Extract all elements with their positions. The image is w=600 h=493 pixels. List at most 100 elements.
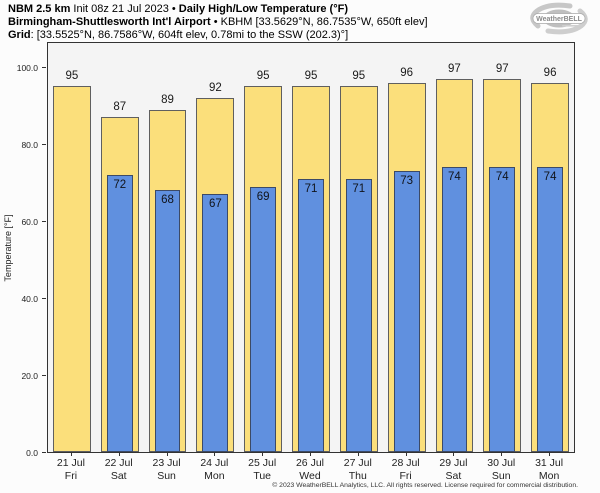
x-tick-label: 31 Jul Mon bbox=[525, 457, 573, 482]
x-tick-day: Thu bbox=[348, 469, 367, 482]
x-tick-date: 29 Jul bbox=[439, 457, 468, 469]
weatherbell-logo: WeatherBELL bbox=[530, 2, 588, 35]
low-value-label: 74 bbox=[543, 171, 557, 184]
x-tick-label: 29 Jul Sat bbox=[430, 457, 478, 482]
low-bar bbox=[537, 167, 563, 452]
x-tick-mark bbox=[166, 453, 168, 456]
low-value-label: 73 bbox=[400, 175, 414, 188]
high-value-label: 97 bbox=[448, 62, 461, 75]
high-value-label: 89 bbox=[161, 93, 174, 106]
x-tick-day: Mon bbox=[204, 469, 225, 482]
x-tick-date: 24 Jul bbox=[200, 457, 229, 469]
x-tick-label: 28 Jul Fri bbox=[382, 457, 430, 482]
x-tick-label: 22 Jul Sat bbox=[95, 457, 143, 482]
x-tick-day: Tue bbox=[253, 469, 272, 482]
x-tick-day: Sun bbox=[157, 469, 176, 482]
low-value-label: 74 bbox=[495, 171, 509, 184]
low-bar bbox=[202, 194, 229, 452]
low-value-label: 69 bbox=[256, 190, 270, 203]
low-value-label: 74 bbox=[448, 171, 461, 184]
station-details: • KBHM [33.5629°N, 86.7535°W, 650ft elev… bbox=[210, 16, 428, 28]
x-tick-date: 31 Jul bbox=[535, 457, 564, 469]
low-bar bbox=[250, 186, 277, 452]
x-tick-label: 30 Jul Sun bbox=[477, 457, 525, 482]
chart-title: Daily High/Low Temperature (°F) bbox=[178, 3, 348, 15]
x-tick-mark bbox=[405, 453, 407, 456]
high-value-label: 87 bbox=[113, 101, 127, 114]
low-bar bbox=[441, 167, 468, 452]
header-line-2: Birmingham-Shuttlesworth Int'l Airport •… bbox=[8, 16, 428, 29]
x-tick-date: 27 Jul bbox=[343, 457, 372, 469]
low-value-label: 72 bbox=[113, 178, 127, 191]
low-value-label: 71 bbox=[304, 182, 318, 195]
x-tick-label: 26 Jul Wed bbox=[286, 457, 334, 482]
high-value-label: 95 bbox=[352, 70, 366, 83]
x-tick-mark bbox=[453, 453, 455, 456]
x-tick-label: 25 Jul Tue bbox=[238, 457, 286, 482]
x-tick-label: 23 Jul Sun bbox=[143, 457, 191, 482]
x-tick-mark bbox=[310, 453, 311, 456]
y-tick-label: 60.0 bbox=[21, 217, 38, 228]
low-bar bbox=[345, 178, 372, 452]
x-tick-date: 22 Jul bbox=[104, 457, 133, 469]
high-value-label: 95 bbox=[256, 70, 270, 83]
low-value-label: 68 bbox=[161, 194, 174, 207]
x-tick-label: 27 Jul Thu bbox=[334, 457, 382, 482]
y-tick-mark bbox=[42, 298, 46, 300]
low-bar bbox=[489, 167, 516, 452]
low-bar bbox=[106, 174, 133, 452]
station-name: Birmingham-Shuttlesworth Int'l Airport bbox=[8, 16, 211, 28]
x-tick-mark bbox=[262, 453, 264, 456]
y-tick-label: 80.0 bbox=[21, 140, 38, 151]
x-tick-date: 25 Jul bbox=[248, 457, 277, 469]
y-tick-label: 20.0 bbox=[21, 371, 38, 382]
x-tick-mark bbox=[357, 453, 359, 456]
high-bar bbox=[53, 86, 91, 452]
y-tick-mark bbox=[42, 221, 46, 223]
x-tick-date: 23 Jul bbox=[152, 457, 181, 469]
x-tick-date: 30 Jul bbox=[487, 457, 516, 469]
x-tick-day: Fri bbox=[64, 469, 78, 482]
y-tick-label: 40.0 bbox=[21, 294, 38, 305]
header-line-1: NBM 2.5 km Init 08z 21 Jul 2023 • Daily … bbox=[8, 3, 428, 16]
x-tick-day: Sat bbox=[110, 469, 127, 482]
model-name: NBM 2.5 km bbox=[8, 3, 71, 15]
high-value-label: 96 bbox=[543, 66, 557, 79]
high-value-label: 92 bbox=[208, 82, 222, 95]
y-tick-label: 0.0 bbox=[26, 448, 38, 458]
high-value-label: 97 bbox=[495, 62, 509, 75]
y-tick-mark bbox=[42, 144, 46, 146]
x-tick-mark bbox=[118, 453, 120, 456]
high-value-label: 95 bbox=[65, 70, 79, 83]
x-tick-date: 28 Jul bbox=[391, 457, 420, 469]
y-tick-mark bbox=[42, 67, 46, 69]
y-axis-ticks: 0.0 20.0 40.0 60.0 80.0 100.0 bbox=[0, 42, 46, 458]
grid-details: : [33.5525°N, 86.7586°W, 604ft elev, 0.7… bbox=[30, 29, 349, 41]
grid-label: Grid bbox=[8, 29, 31, 41]
low-bar bbox=[298, 178, 324, 452]
logo-text: WeatherBELL bbox=[536, 16, 582, 23]
chart-header: NBM 2.5 km Init 08z 21 Jul 2023 • Daily … bbox=[8, 3, 428, 42]
low-bar bbox=[393, 171, 420, 452]
x-tick-day: Sun bbox=[491, 469, 511, 482]
x-tick-label: 24 Jul Mon bbox=[190, 457, 238, 482]
x-tick-mark bbox=[70, 453, 72, 456]
low-bar bbox=[154, 190, 181, 452]
x-tick-mark bbox=[501, 453, 503, 456]
x-axis-labels: 21 Jul Fri 22 Jul Sat 23 Jul Sun 24 Jul Mon 25 J… bbox=[47, 453, 575, 485]
x-tick-mark bbox=[549, 453, 551, 456]
init-time: Init 08z 21 Jul 2023 • bbox=[70, 3, 179, 15]
y-tick-label: 100.0 bbox=[16, 63, 38, 74]
low-value-label: 71 bbox=[352, 182, 366, 195]
x-tick-mark bbox=[214, 453, 216, 456]
header-line-3: Grid: [33.5525°N, 86.7586°W, 604ft elev,… bbox=[8, 29, 428, 42]
x-tick-date: 21 Jul bbox=[56, 457, 85, 469]
x-tick-day: Wed bbox=[299, 469, 321, 482]
y-tick-mark bbox=[42, 452, 46, 453]
copyright-notice: © 2023 WeatherBELL Analytics, LLC. All r… bbox=[272, 482, 578, 489]
high-value-label: 96 bbox=[400, 66, 414, 79]
x-tick-label: 21 Jul Fri bbox=[47, 457, 95, 482]
x-tick-date: 26 Jul bbox=[295, 457, 324, 469]
plot-area: 95 87 72 89 68 92 67 95 69 95 71 95 71 96 73 97 74 97 74 96… bbox=[47, 42, 575, 453]
